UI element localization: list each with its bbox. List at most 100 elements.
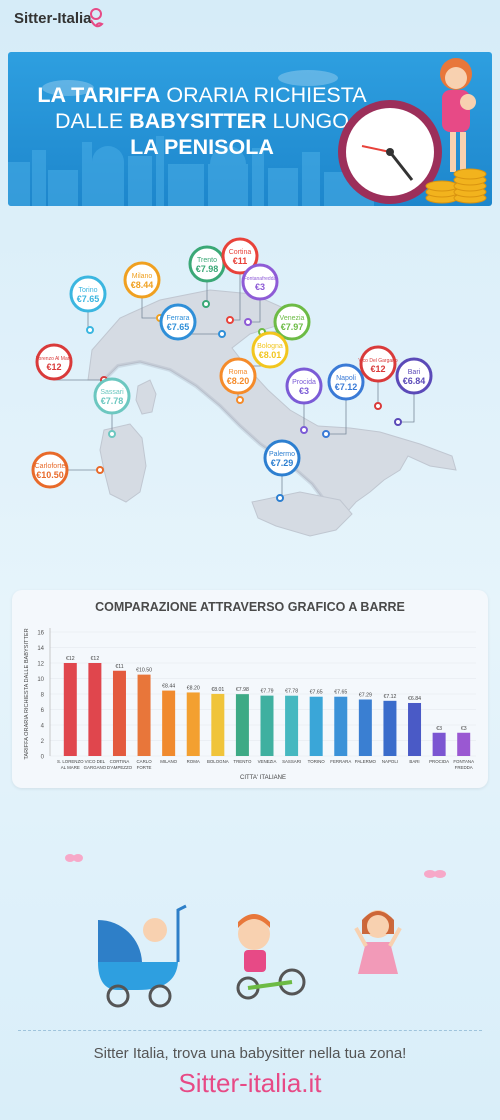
bar: [88, 663, 102, 756]
map-city: Ferrara: [167, 315, 190, 322]
bar-value-label: €3: [461, 726, 467, 732]
y-tick-label: 16: [37, 631, 44, 637]
map-city: Sassari: [100, 389, 124, 396]
map-city: Carloforte: [35, 463, 66, 470]
map-badge-circle: [219, 357, 257, 395]
map-price: €12: [46, 362, 61, 372]
map-label-6: Venezia€7.97: [258, 303, 311, 341]
map-badge-circle: [263, 439, 301, 477]
chart-title: COMPARAZIONE ATTRAVERSO GRAFICO A BARRE: [95, 600, 405, 614]
x-tick-label: AL MARE: [61, 765, 80, 770]
map-city: Palermo: [269, 451, 295, 458]
y-tick-label: 6: [41, 708, 45, 714]
x-tick-label: PALERMO: [355, 759, 377, 764]
stroller-icon: [98, 904, 187, 1008]
location-dot: [96, 466, 104, 474]
map-price: €3: [299, 386, 309, 396]
bar-value-label: €7.79: [261, 689, 274, 695]
map-label-14: Sassari€7.78: [93, 377, 131, 438]
map-city: Procida: [292, 379, 316, 386]
map-city: Bologna: [257, 343, 283, 350]
map-badge-circle: [241, 263, 279, 301]
map-price: €10.50: [36, 470, 64, 480]
bar-value-label: €12: [66, 656, 75, 662]
bar: [408, 702, 422, 756]
girl-icon: [354, 910, 402, 974]
clock-babysitter-illustration: [338, 58, 487, 204]
location-dot: [300, 426, 308, 434]
map-badge-circle: [327, 363, 365, 401]
bar: [235, 694, 249, 756]
bar-value-label: €12: [91, 656, 100, 662]
bar-value-label: €6.84: [408, 696, 421, 702]
map-badge-circle: [93, 377, 131, 415]
map-price: €7.12: [335, 382, 358, 392]
logo-text: Sitter-Italia: [14, 10, 92, 27]
map-price: €7.78: [101, 396, 124, 406]
bar: [260, 695, 274, 756]
bar-value-label: €7.65: [310, 690, 323, 696]
location-dot: [86, 326, 94, 334]
map-price: €7.65: [167, 322, 190, 332]
map-label-4: Fontanafredda€3: [241, 263, 279, 326]
bar: [383, 700, 397, 756]
italy-shape: [87, 289, 457, 537]
map-price: €3: [255, 282, 265, 292]
location-dot: [322, 430, 330, 438]
bar: [63, 663, 77, 756]
title-banner: LA TARIFFA ORARIA RICHIESTA DALLE BABYSI…: [8, 52, 492, 206]
map-label-0: Torino€7.65: [69, 275, 107, 334]
bar-value-label: €8.20: [187, 685, 200, 691]
map-city: Fontanafredda: [244, 276, 277, 282]
title-line1-bold: LA TARIFFA: [37, 83, 161, 107]
x-axis-label: CITTA' ITALIANE: [240, 775, 286, 781]
x-tick-label: FONTANA: [453, 759, 474, 764]
map-badge-circle: [285, 367, 323, 405]
map-badge-circle: [395, 357, 433, 395]
y-tick-label: 4: [41, 724, 45, 730]
x-tick-label: TRENTO: [233, 759, 252, 764]
map-city: Napoli: [336, 375, 356, 382]
map-label-5: Ferrara€7.65: [159, 303, 226, 341]
title-line3: LA PENISOLA: [130, 135, 274, 159]
bar-value-label: €8.01: [211, 687, 224, 693]
location-dot: [236, 396, 244, 404]
footer-site-link[interactable]: Sitter-italia.it: [178, 1068, 322, 1098]
x-tick-label: BARI: [409, 759, 419, 764]
map-price: €7.97: [281, 322, 304, 332]
bar: [457, 732, 471, 756]
map-price: €8.44: [131, 280, 154, 290]
bar: [285, 695, 299, 756]
bar-value-label: €7.78: [285, 689, 298, 695]
bar-value-label: €10.50: [136, 668, 152, 674]
footer-tagline: Sitter Italia, trova una babysitter nell…: [93, 1045, 407, 1062]
x-tick-label: BOLOGNA: [207, 759, 229, 764]
map-label-16: Palermo€7.29: [263, 439, 301, 502]
bar: [211, 693, 225, 756]
bar-value-label: €7.12: [383, 694, 396, 700]
map-badge-circle: [273, 303, 311, 341]
y-tick-label: 0: [41, 755, 45, 761]
banner-title: LA TARIFFA ORARIA RICHIESTA DALLE BABYSI…: [22, 82, 382, 160]
map-price: €6.84: [403, 376, 426, 386]
location-dot: [276, 494, 284, 502]
bar-value-label: €7.65: [334, 690, 347, 696]
map-city: Milano: [132, 273, 153, 280]
x-tick-label: PROCIDA: [429, 759, 449, 764]
y-tick-label: 12: [37, 662, 44, 668]
map-label-10: Procida€3: [285, 367, 323, 434]
stork-logo-icon: [90, 8, 104, 28]
map-city: Venezia: [280, 315, 305, 322]
location-dot: [108, 430, 116, 438]
map-price: €7.65: [77, 294, 100, 304]
bar: [162, 690, 176, 756]
bar: [137, 674, 151, 756]
y-tick-label: 10: [37, 677, 44, 683]
bar-value-label: €3: [436, 726, 442, 732]
map-price: €8.20: [227, 376, 250, 386]
bar-chart: 0 2 4 6 8 10 12 14 16 TARIFFA ORARIA RICHIESTA DA…: [24, 628, 476, 781]
x-tick-label: S. LORENZO: [57, 759, 84, 764]
x-tick-label: TORINO: [308, 759, 326, 764]
butterfly-icon: [65, 854, 446, 878]
location-dot: [244, 318, 252, 326]
